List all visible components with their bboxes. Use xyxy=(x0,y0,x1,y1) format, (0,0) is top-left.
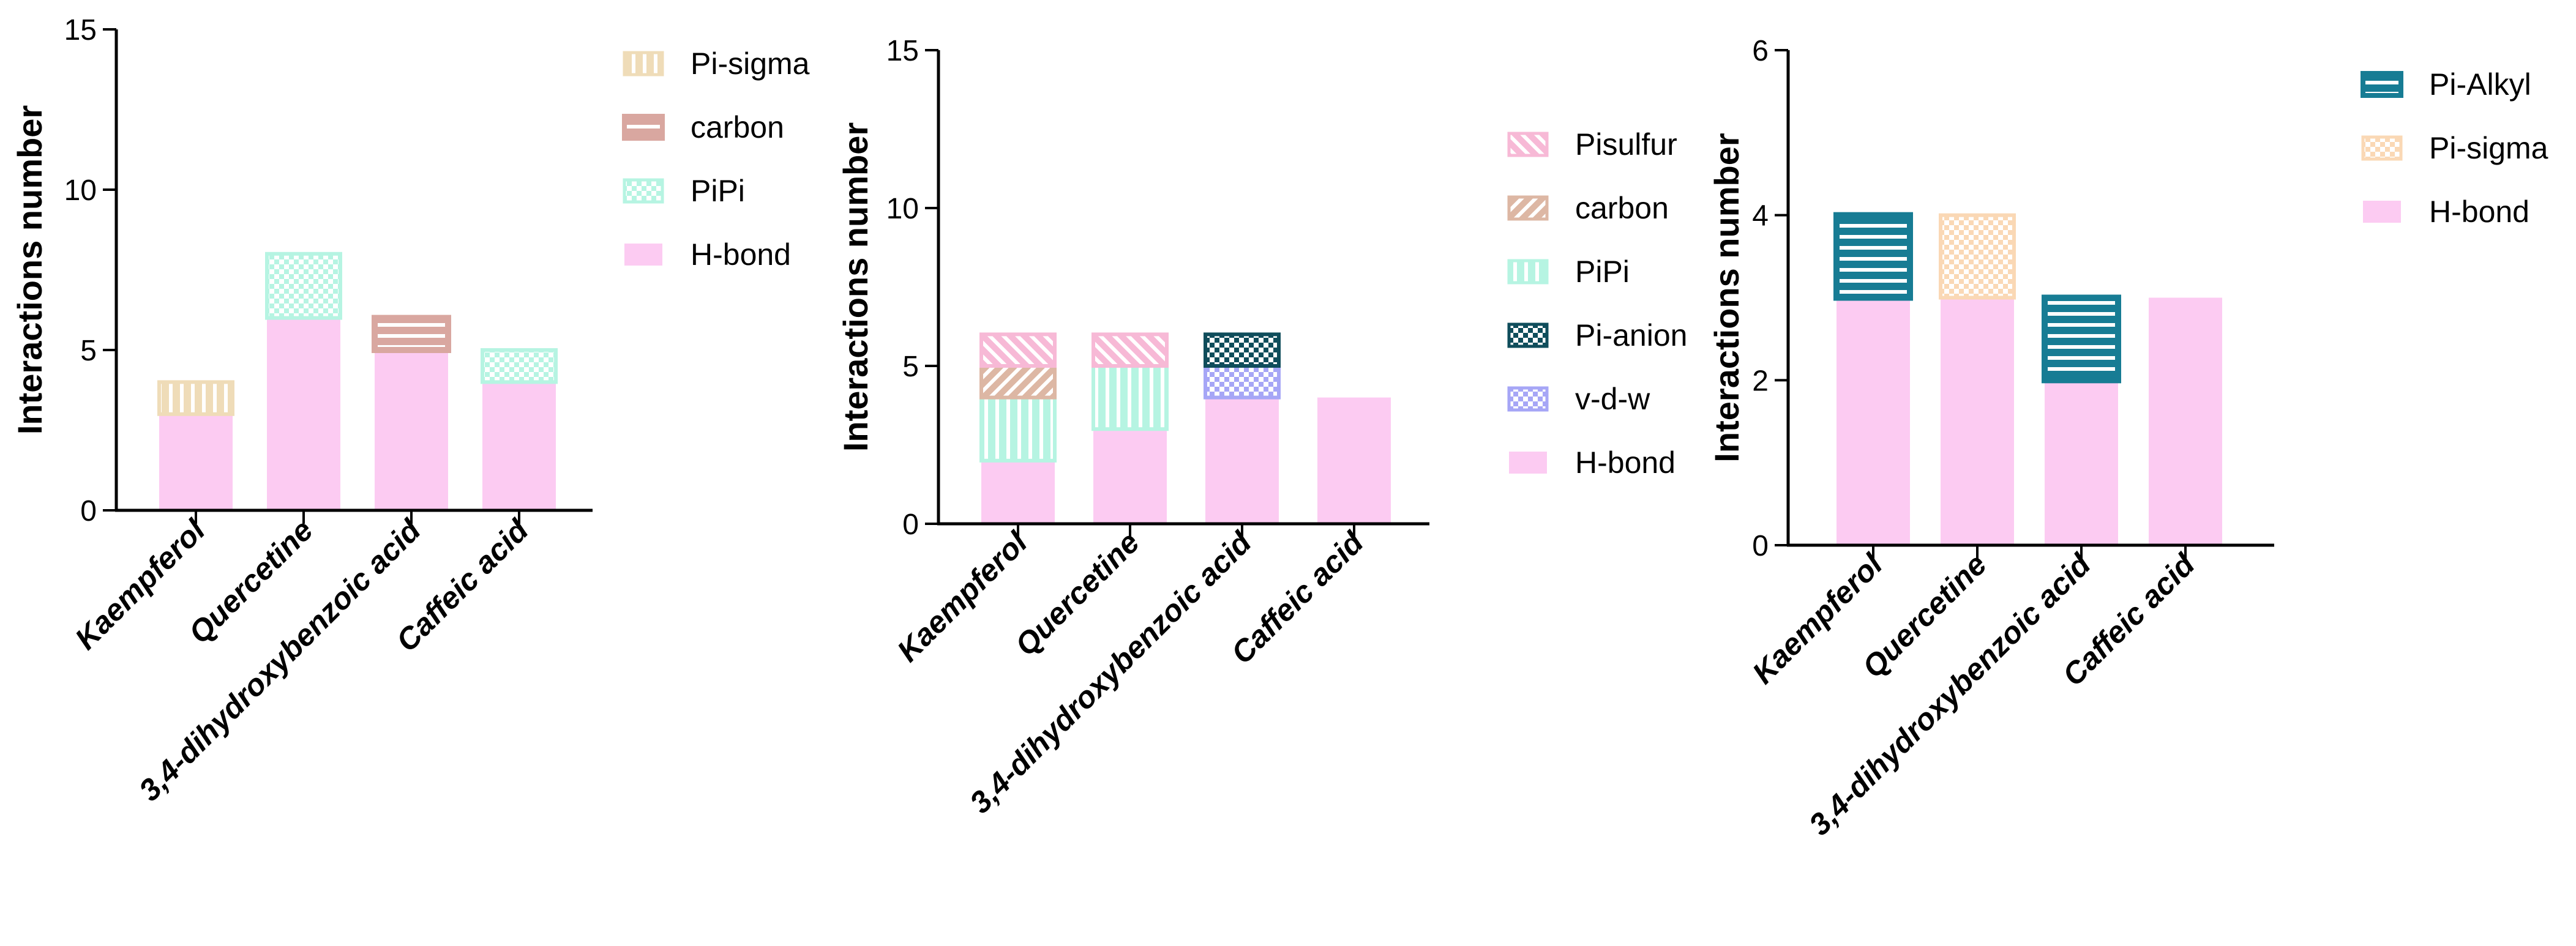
bar-kaempferol-pisulfur xyxy=(979,332,1057,368)
legend-label-carbon: carbon xyxy=(1575,191,1669,225)
bar-caffeic-acid-pipi xyxy=(481,348,558,384)
chart-panel-interactions-1: Interactions number051015KaempferolQuerc… xyxy=(10,14,810,808)
y-tick-label: 15 xyxy=(886,35,919,67)
bar-quercetine-pisulfur xyxy=(1091,332,1169,368)
legend-label-pipi: PiPi xyxy=(1575,255,1630,289)
legend-label-h-bond: H-bond xyxy=(2429,195,2529,229)
bar-3-4-dihydroxybenzoic-acid-carbon xyxy=(372,315,451,353)
legend-label-pi-sigma: Pi-sigma xyxy=(2429,131,2548,165)
bar-quercetine-pi-sigma xyxy=(1939,213,2016,300)
bar-quercetine-h-bond xyxy=(267,318,340,510)
y-tick-label: 15 xyxy=(64,14,97,47)
legend-swatch-h-bond xyxy=(2363,201,2401,223)
legend-swatch-pi-alkyl xyxy=(2361,71,2403,98)
bar-3-4-dihydroxybenzoic-acid-pi-anion xyxy=(1204,332,1281,368)
legend-label-pipi: PiPi xyxy=(691,174,745,208)
y-tick-label: 6 xyxy=(1752,35,1769,67)
bar-kaempferol-h-bond xyxy=(159,414,233,510)
bar-quercetine-pipi xyxy=(265,251,342,320)
y-tick-label: 2 xyxy=(1752,365,1769,397)
legend-swatch-pi-sigma xyxy=(623,51,664,76)
y-tick-label: 0 xyxy=(902,508,919,541)
y-tick-label: 10 xyxy=(886,193,919,225)
y-tick-label: 10 xyxy=(64,174,97,207)
legend-label-pisulfur: Pisulfur xyxy=(1575,127,1677,162)
legend-swatch-v-d-w xyxy=(1507,386,1549,412)
bar-3-4-dihydroxybenzoic-acid-h-bond xyxy=(1205,397,1279,524)
bar-caffeic-acid-h-bond xyxy=(1317,397,1391,524)
bar-kaempferol-pipi xyxy=(979,395,1057,463)
legend-swatch-carbon xyxy=(1507,195,1549,221)
chart-panel-interactions-2: Interactions number051015KaempferolQuerc… xyxy=(836,35,1687,820)
legend-label-v-d-w: v-d-w xyxy=(1575,382,1650,416)
y-axis-label: Interactions number xyxy=(10,105,49,434)
legend-swatch-h-bond xyxy=(1509,452,1547,474)
bar-3-4-dihydroxybenzoic-acid-h-bond xyxy=(375,350,448,510)
legend-label-carbon: carbon xyxy=(691,110,784,144)
bar-kaempferol-h-bond xyxy=(981,460,1055,524)
y-tick-label: 0 xyxy=(80,495,97,527)
y-tick-label: 5 xyxy=(902,351,919,383)
bar-3-4-dihydroxybenzoic-acid-pi-alkyl xyxy=(2042,294,2121,384)
legend-label-h-bond: H-bond xyxy=(1575,445,1676,480)
legend-swatch-carbon xyxy=(622,114,665,141)
legend-label-pi-anion: Pi-anion xyxy=(1575,318,1687,352)
legend-swatch-pi-sigma xyxy=(2361,135,2403,161)
bar-kaempferol-carbon xyxy=(979,364,1057,400)
legend-swatch-pi-anion xyxy=(1507,322,1549,348)
legend-swatch-h-bond xyxy=(624,244,662,266)
bar-caffeic-acid-h-bond xyxy=(2149,297,2222,545)
legend-swatch-pipi xyxy=(1507,259,1549,285)
bar-kaempferol-pi-alkyl xyxy=(1833,212,1913,301)
bar-kaempferol-pi-sigma xyxy=(157,380,234,416)
bar-quercetine-h-bond xyxy=(1093,429,1167,524)
bar-quercetine-pipi xyxy=(1091,364,1169,431)
y-tick-label: 4 xyxy=(1752,200,1769,233)
bar-kaempferol-h-bond xyxy=(1837,297,1910,545)
legend-swatch-pisulfur xyxy=(1507,132,1549,157)
legend-label-pi-sigma: Pi-sigma xyxy=(691,47,810,81)
bar-3-4-dihydroxybenzoic-acid-v-d-w xyxy=(1204,364,1281,400)
y-axis-label: Interactions number xyxy=(1707,133,1746,462)
category-label: Kaempferol xyxy=(891,524,1035,668)
legend-label-pi-alkyl: Pi-Alkyl xyxy=(2429,67,2531,102)
legend-swatch-pipi xyxy=(623,178,664,204)
bar-quercetine-h-bond xyxy=(1941,297,2014,545)
y-axis-label: Interactions number xyxy=(836,122,875,452)
bar-caffeic-acid-h-bond xyxy=(482,382,556,510)
bar-3-4-dihydroxybenzoic-acid-h-bond xyxy=(2045,380,2118,545)
legend-label-h-bond: H-bond xyxy=(691,237,791,272)
y-tick-label: 5 xyxy=(80,335,97,367)
chart-panel-interactions-3: Interactions number0246KaempferolQuercet… xyxy=(1707,35,2548,842)
y-tick-label: 0 xyxy=(1752,530,1769,562)
